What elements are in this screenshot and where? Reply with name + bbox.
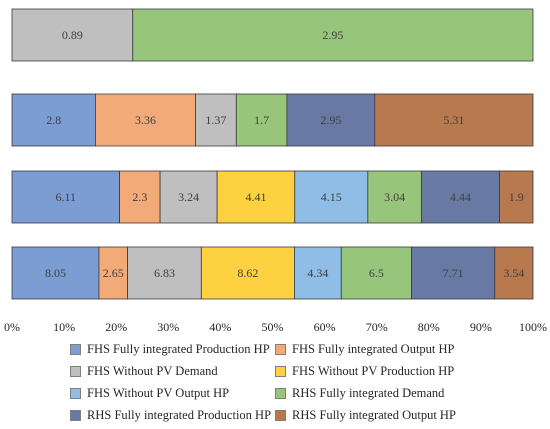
data-label: 2.65 xyxy=(103,266,124,280)
legend-swatch xyxy=(275,409,286,421)
bar-segment xyxy=(411,246,496,300)
bar-area: 0.89 2.95 2.8 3.36 1.37 1.7 2.95 5.31 6.11 2.3 3.2… xyxy=(11,8,534,300)
data-label: 4.15 xyxy=(321,190,342,204)
legend-item: FHS Without PV Production HP xyxy=(275,362,454,380)
data-label: 1.7 xyxy=(254,113,269,127)
x-tick-label: 0% xyxy=(4,320,20,334)
data-label: 4.44 xyxy=(450,190,471,204)
legend-swatch xyxy=(275,387,286,399)
legend-item: RHS Fully integrated Demand xyxy=(275,384,444,402)
bar-segment xyxy=(119,170,161,224)
data-label: 3.54 xyxy=(503,266,524,280)
data-label: 1.37 xyxy=(205,113,226,127)
x-axis-tick-labels: 0% 10% 20% 30% 40% 50% 60% 70% 80% 90% 100% xyxy=(4,320,547,334)
legend-label: FHS Without PV Demand xyxy=(87,363,218,378)
x-tick-label: 60% xyxy=(314,320,336,334)
bar-segment xyxy=(494,246,534,300)
legend-label: FHS Fully integrated Output HP xyxy=(292,341,455,356)
x-tick-label: 40% xyxy=(209,320,231,334)
legend-swatch xyxy=(70,365,81,377)
data-label: 8.05 xyxy=(45,266,66,280)
legend-label: RHS Fully integrated Output HP xyxy=(292,407,456,422)
legend-swatch xyxy=(70,343,81,355)
bar-segment xyxy=(98,246,128,300)
bar-segment xyxy=(95,93,196,147)
bar-segment xyxy=(159,170,218,224)
data-label: 2.3 xyxy=(132,190,147,204)
data-label: 6.83 xyxy=(154,266,175,280)
legend-swatch xyxy=(275,343,286,355)
bar-segment xyxy=(11,93,96,147)
x-tick-label: 50% xyxy=(262,320,284,334)
legend-item: RHS Fully integrated Production HP xyxy=(70,406,271,424)
bar-row-4: 8.05 2.65 6.83 8.62 4.34 6.5 7.71 3.54 xyxy=(11,246,534,300)
x-tick-label: 10% xyxy=(53,320,75,334)
bar-segment xyxy=(367,170,422,224)
bar-segment xyxy=(132,8,534,62)
chart-legend: FHS Fully integrated Production HP FHS Fu… xyxy=(70,340,540,428)
x-tick-label: 20% xyxy=(105,320,127,334)
data-label: 0.89 xyxy=(62,28,83,42)
bar-segment xyxy=(11,8,134,62)
bar-segment xyxy=(294,170,369,224)
bar-row-3: 6.11 2.3 3.24 4.41 4.15 3.04 4.44 1.9 xyxy=(11,170,534,224)
bar-segment xyxy=(374,93,534,147)
x-tick-label: 30% xyxy=(157,320,179,334)
legend-label: FHS Without PV Production HP xyxy=(292,363,455,378)
legend-label: RHS Fully integrated Production HP xyxy=(87,407,272,422)
data-label: 7.71 xyxy=(443,266,464,280)
bar-segment xyxy=(127,246,202,300)
data-label: 4.41 xyxy=(245,190,266,204)
legend-label: FHS Without PV Output HP xyxy=(87,385,230,400)
x-tick-label: 100% xyxy=(519,320,547,334)
legend-label: RHS Fully integrated Demand xyxy=(292,385,445,400)
data-label: 1.9 xyxy=(509,190,524,204)
legend-swatch xyxy=(70,387,81,399)
data-label: 4.34 xyxy=(307,266,328,280)
data-label: 3.36 xyxy=(135,113,156,127)
legend-item: FHS Fully integrated Output HP xyxy=(275,340,455,358)
data-label: 3.24 xyxy=(178,190,199,204)
x-tick-label: 70% xyxy=(366,320,388,334)
x-tick-label: 80% xyxy=(418,320,440,334)
data-label: 6.5 xyxy=(369,266,384,280)
legend-item: FHS Without PV Demand xyxy=(70,362,218,380)
data-label: 2.95 xyxy=(320,113,341,127)
legend-swatch xyxy=(275,365,286,377)
legend-label: FHS Fully integrated Production HP xyxy=(87,341,270,356)
data-label: 6.11 xyxy=(56,190,77,204)
legend-swatch xyxy=(70,409,81,421)
bar-row-2: 2.8 3.36 1.37 1.7 2.95 5.31 xyxy=(11,93,534,147)
data-label: 2.95 xyxy=(322,28,343,42)
bar-segment xyxy=(195,93,237,147)
bar-segment xyxy=(340,246,412,300)
bar-row-1: 0.89 2.95 xyxy=(11,8,534,62)
data-label: 3.04 xyxy=(384,190,405,204)
data-label: 2.8 xyxy=(46,113,61,127)
bar-segment xyxy=(200,246,295,300)
bar-segment xyxy=(11,170,120,224)
bar-segment xyxy=(286,93,376,147)
x-tick-label: 90% xyxy=(470,320,492,334)
data-label: 8.62 xyxy=(237,266,258,280)
bar-segment xyxy=(499,170,534,224)
bar-segment xyxy=(216,170,296,224)
data-label: 5.31 xyxy=(443,113,464,127)
bar-segment xyxy=(11,246,100,300)
legend-item: FHS Without PV Output HP xyxy=(70,384,229,402)
legend-item: RHS Fully integrated Output HP xyxy=(275,406,456,424)
legend-item: FHS Fully integrated Production HP xyxy=(70,340,270,358)
